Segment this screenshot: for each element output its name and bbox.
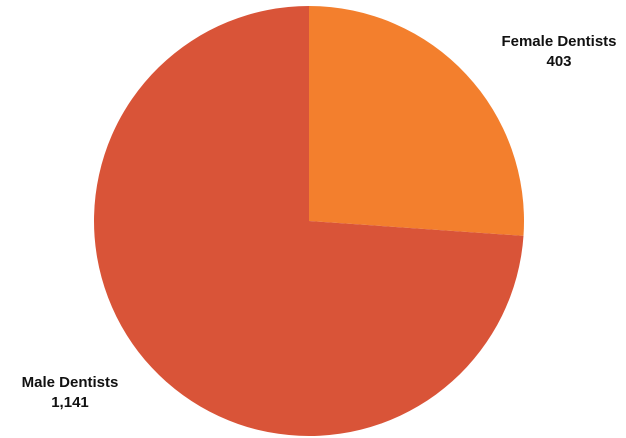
pie-slices bbox=[94, 6, 525, 436]
pie-slice-male-dentists bbox=[94, 6, 524, 436]
slice-value-male: 1,141 bbox=[51, 394, 89, 411]
slice-label-female: Female Dentists bbox=[501, 33, 616, 50]
slice-value-female: 403 bbox=[546, 53, 571, 70]
pie-slice-female-dentists bbox=[309, 6, 525, 236]
slice-label-male: Male Dentists bbox=[22, 374, 119, 391]
